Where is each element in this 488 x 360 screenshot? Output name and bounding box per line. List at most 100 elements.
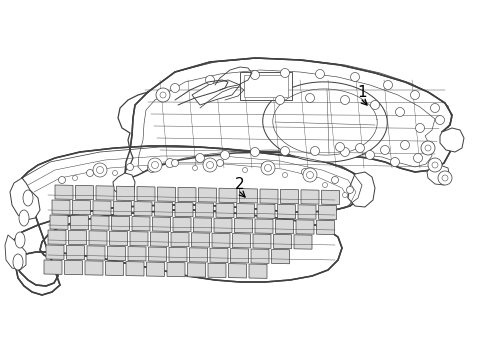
Circle shape <box>383 81 392 90</box>
Circle shape <box>160 92 165 98</box>
Polygon shape <box>75 185 93 200</box>
Polygon shape <box>439 128 463 152</box>
Circle shape <box>400 140 408 149</box>
Circle shape <box>350 72 359 81</box>
Circle shape <box>156 88 170 102</box>
Polygon shape <box>157 187 175 201</box>
Circle shape <box>365 150 374 159</box>
Circle shape <box>306 171 313 179</box>
Polygon shape <box>169 247 186 262</box>
Polygon shape <box>66 246 84 260</box>
Bar <box>240 72 291 100</box>
Polygon shape <box>93 201 111 215</box>
Circle shape <box>437 171 451 185</box>
Polygon shape <box>10 178 40 220</box>
Polygon shape <box>262 82 386 162</box>
Polygon shape <box>85 261 103 275</box>
Polygon shape <box>347 172 374 207</box>
Polygon shape <box>113 173 135 195</box>
Circle shape <box>203 158 217 172</box>
Polygon shape <box>293 235 311 249</box>
Circle shape <box>303 168 316 182</box>
Polygon shape <box>173 217 191 232</box>
Circle shape <box>301 168 308 176</box>
Polygon shape <box>260 189 278 203</box>
Polygon shape <box>250 249 268 264</box>
Circle shape <box>250 148 259 157</box>
Polygon shape <box>154 202 172 216</box>
Polygon shape <box>111 216 129 230</box>
Ellipse shape <box>19 210 29 226</box>
Polygon shape <box>167 262 184 277</box>
Polygon shape <box>280 189 298 204</box>
Polygon shape <box>48 230 66 244</box>
Polygon shape <box>295 220 313 234</box>
Polygon shape <box>178 188 196 202</box>
Polygon shape <box>230 249 248 263</box>
Circle shape <box>264 165 271 171</box>
Polygon shape <box>195 203 213 217</box>
Polygon shape <box>130 231 148 246</box>
Polygon shape <box>273 234 291 249</box>
Polygon shape <box>46 245 64 259</box>
Polygon shape <box>198 188 216 202</box>
Polygon shape <box>189 248 207 262</box>
Circle shape <box>250 71 259 80</box>
Polygon shape <box>113 201 131 216</box>
Polygon shape <box>55 185 73 199</box>
Polygon shape <box>96 186 114 200</box>
Polygon shape <box>91 216 109 230</box>
Polygon shape <box>44 260 62 274</box>
Circle shape <box>112 171 117 176</box>
Polygon shape <box>316 220 334 235</box>
Polygon shape <box>321 190 339 204</box>
Polygon shape <box>128 247 146 261</box>
Circle shape <box>280 68 289 77</box>
Ellipse shape <box>23 190 33 206</box>
Polygon shape <box>52 200 70 214</box>
Polygon shape <box>254 219 272 233</box>
Circle shape <box>424 145 430 151</box>
Polygon shape <box>257 204 274 219</box>
Circle shape <box>275 95 284 104</box>
Circle shape <box>340 148 349 157</box>
Circle shape <box>435 116 444 125</box>
Circle shape <box>380 145 389 154</box>
Polygon shape <box>175 202 193 217</box>
Circle shape <box>441 175 447 181</box>
Polygon shape <box>132 217 150 231</box>
Circle shape <box>170 84 179 93</box>
Bar <box>244 75 287 97</box>
Polygon shape <box>87 246 105 260</box>
Polygon shape <box>50 215 68 229</box>
Polygon shape <box>248 264 266 278</box>
Polygon shape <box>148 247 166 261</box>
Polygon shape <box>219 188 237 203</box>
Text: 1: 1 <box>356 85 366 99</box>
Polygon shape <box>426 165 449 185</box>
Polygon shape <box>146 262 164 276</box>
Circle shape <box>216 159 223 166</box>
Circle shape <box>340 95 349 104</box>
Circle shape <box>206 162 213 168</box>
Polygon shape <box>191 233 209 247</box>
Circle shape <box>151 162 158 168</box>
Circle shape <box>415 123 424 132</box>
Polygon shape <box>152 217 170 231</box>
Circle shape <box>342 193 347 198</box>
Polygon shape <box>193 218 211 232</box>
Polygon shape <box>216 203 234 217</box>
Ellipse shape <box>15 232 25 248</box>
Polygon shape <box>252 234 270 248</box>
Polygon shape <box>277 204 295 219</box>
Circle shape <box>331 176 338 184</box>
Polygon shape <box>126 262 143 276</box>
Circle shape <box>261 162 268 170</box>
Polygon shape <box>64 260 82 275</box>
Polygon shape <box>107 246 125 261</box>
Circle shape <box>390 158 399 166</box>
Circle shape <box>280 147 289 156</box>
Circle shape <box>171 159 178 166</box>
Polygon shape <box>70 215 88 230</box>
Polygon shape <box>150 232 168 246</box>
